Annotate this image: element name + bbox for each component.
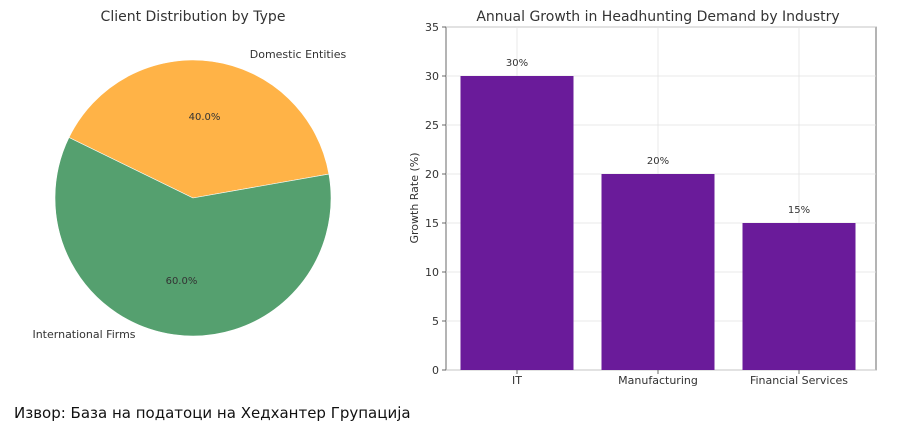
pie-slice-domestic-entities [68, 59, 330, 199]
bar-value-label: 15% [788, 205, 810, 216]
x-tick-label: Financial Services [750, 374, 848, 387]
y-tick-label: 30 [425, 70, 439, 83]
y-tick-label: 10 [425, 266, 439, 279]
bar-value-label: 20% [647, 156, 669, 167]
pie-slice-international-firms [54, 137, 332, 337]
source-note: Извор: База на податоци на Хедхантер Гру… [14, 404, 411, 422]
bar-financial-services [742, 223, 856, 370]
y-tick-label: 35 [425, 21, 439, 34]
bar-value-label: 30% [506, 58, 528, 69]
y-tick-label: 0 [432, 364, 439, 377]
bar-y-axis-label: Growth Rate (%) [408, 152, 421, 243]
bar-chart: Annual Growth in Headhunting Demand by I… [408, 9, 877, 387]
pie-chart: Client Distribution by Type 40.0% Domesti… [32, 9, 346, 341]
y-tick-label: 25 [425, 119, 439, 132]
x-tick-label: IT [512, 374, 522, 387]
x-tick-label: Manufacturing [618, 374, 698, 387]
pie-category-label: International Firms [32, 328, 135, 341]
pie-value-label: 40.0% [189, 112, 221, 123]
pie-value-label: 60.0% [166, 276, 198, 287]
pie-category-label: Domestic Entities [250, 48, 347, 61]
y-tick-label: 20 [425, 168, 439, 181]
y-tick-label: 5 [432, 315, 439, 328]
bar-it [460, 76, 574, 370]
pie-title: Client Distribution by Type [101, 9, 286, 25]
bar-manufacturing [601, 174, 715, 370]
bar-title: Annual Growth in Headhunting Demand by I… [476, 9, 839, 25]
y-tick-label: 15 [425, 217, 439, 230]
